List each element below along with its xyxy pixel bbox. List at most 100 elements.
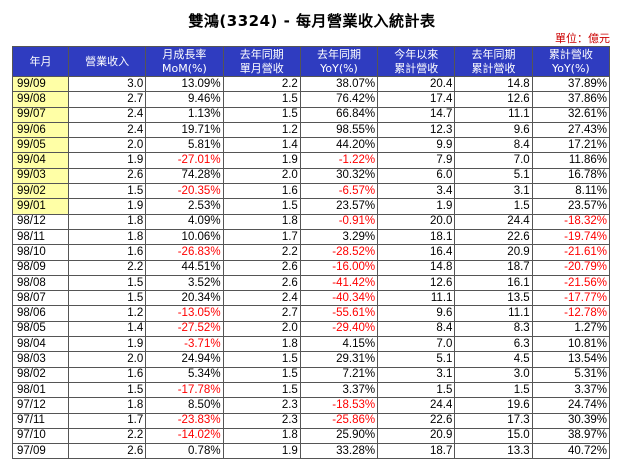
value-cell: 9.9 bbox=[377, 137, 456, 154]
value-cell: 44.51% bbox=[145, 259, 224, 276]
value-cell: -20.35% bbox=[145, 183, 224, 200]
value-cell: 7.9 bbox=[377, 152, 456, 169]
value-cell: 1.2 bbox=[67, 305, 147, 322]
value-cell: 2.4 bbox=[67, 121, 147, 139]
value-cell: 5.81% bbox=[145, 137, 224, 154]
column-header: 今年以來 累計營收 bbox=[377, 46, 456, 77]
value-cell: 1.6 bbox=[67, 366, 147, 383]
month-cell: 99/06 bbox=[12, 121, 69, 139]
value-cell: -55.61% bbox=[299, 305, 379, 322]
value-cell: 2.6 bbox=[67, 167, 147, 185]
value-cell: 37.86% bbox=[531, 91, 611, 108]
value-cell: 3.29% bbox=[299, 228, 379, 246]
value-cell: 1.9 bbox=[67, 336, 147, 353]
value-cell: 1.5 bbox=[67, 183, 147, 200]
column-header: 累計營收 YoY(%) bbox=[531, 46, 611, 77]
value-cell: 1.7 bbox=[222, 228, 301, 246]
value-cell: 8.50% bbox=[145, 397, 224, 414]
value-cell: 1.4 bbox=[222, 137, 301, 154]
column-header: 去年同期 YoY(%) bbox=[299, 46, 379, 77]
value-cell: -18.53% bbox=[299, 397, 379, 414]
value-cell: 19.71% bbox=[145, 121, 224, 139]
table-row: 97/10 2.2 -14.02% 1.8 25.90% 20.9 15.0 38.97% bbox=[12, 427, 611, 445]
value-cell: -23.83% bbox=[145, 412, 224, 429]
value-cell: 0.78% bbox=[145, 443, 224, 460]
column-header: 月成長率 MoM(%) bbox=[145, 46, 224, 77]
value-cell: 3.0 bbox=[454, 366, 533, 383]
month-cell: 99/03 bbox=[12, 167, 69, 185]
value-cell: 22.6 bbox=[454, 228, 533, 246]
value-cell: -1.22% bbox=[299, 152, 379, 169]
value-cell: 1.5 bbox=[222, 381, 301, 399]
value-cell: 1.8 bbox=[67, 397, 147, 414]
month-cell: 98/02 bbox=[12, 366, 69, 383]
value-cell: 10.06% bbox=[145, 228, 224, 246]
value-cell: -3.71% bbox=[145, 336, 224, 353]
value-cell: 38.07% bbox=[299, 75, 379, 93]
value-cell: 1.6 bbox=[222, 183, 301, 200]
value-cell: 16.4 bbox=[377, 244, 456, 261]
table-row: 98/10 1.6 -26.83% 2.2 -28.52% 16.4 20.9 -21.61% bbox=[12, 244, 611, 261]
value-cell: 20.34% bbox=[145, 290, 224, 307]
table-row: 97/09 2.6 0.78% 1.9 33.28% 18.7 13.3 40.72% bbox=[12, 443, 611, 460]
value-cell: 11.1 bbox=[377, 290, 456, 307]
value-cell: 40.72% bbox=[531, 443, 611, 460]
value-cell: 1.4 bbox=[67, 320, 147, 338]
value-cell: 18.7 bbox=[377, 443, 456, 460]
value-cell: 15.0 bbox=[454, 427, 533, 445]
value-cell: -17.77% bbox=[531, 290, 611, 307]
table-row: 99/03 2.6 74.28% 2.0 30.32% 6.0 5.1 16.78% bbox=[12, 167, 611, 185]
value-cell: 1.5 bbox=[222, 198, 301, 215]
table-row: 99/05 2.0 5.81% 1.4 44.20% 9.9 8.4 17.21% bbox=[12, 137, 611, 154]
table-row: 98/05 1.4 -27.52% 2.0 -29.40% 8.4 8.3 1.27% bbox=[12, 320, 611, 338]
value-cell: 1.13% bbox=[145, 106, 224, 123]
value-cell: 2.6 bbox=[222, 274, 301, 292]
value-cell: 5.31% bbox=[531, 366, 611, 383]
month-cell: 99/04 bbox=[12, 152, 69, 169]
value-cell: 24.94% bbox=[145, 351, 224, 368]
value-cell: 10.81% bbox=[531, 336, 611, 353]
value-cell: 5.1 bbox=[454, 167, 533, 185]
value-cell: 1.9 bbox=[67, 198, 147, 215]
value-cell: 2.7 bbox=[222, 305, 301, 322]
month-cell: 99/05 bbox=[12, 137, 69, 154]
value-cell: 2.2 bbox=[222, 75, 301, 93]
table-row: 99/08 2.7 9.46% 1.5 76.42% 17.4 12.6 37.86% bbox=[12, 91, 611, 108]
value-cell: 4.15% bbox=[299, 336, 379, 353]
value-cell: 2.6 bbox=[222, 259, 301, 276]
value-cell: 8.4 bbox=[454, 137, 533, 154]
table-row: 98/03 2.0 24.94% 1.5 29.31% 5.1 4.5 13.54% bbox=[12, 351, 611, 368]
month-cell: 98/04 bbox=[12, 336, 69, 353]
month-cell: 98/06 bbox=[12, 305, 69, 322]
unit-label: 單位：億元 bbox=[555, 32, 610, 45]
value-cell: 17.3 bbox=[454, 412, 533, 429]
value-cell: -14.02% bbox=[145, 427, 224, 445]
value-cell: 8.11% bbox=[531, 183, 611, 200]
value-cell: 38.97% bbox=[531, 427, 611, 445]
value-cell: 2.0 bbox=[67, 137, 147, 154]
value-cell: 1.8 bbox=[222, 427, 301, 445]
table-row: 97/11 1.7 -23.83% 2.3 -25.86% 22.6 17.3 30.39% bbox=[12, 412, 611, 429]
value-cell: 1.8 bbox=[222, 336, 301, 353]
value-cell: 1.5 bbox=[67, 381, 147, 399]
value-cell: -25.86% bbox=[299, 412, 379, 429]
value-cell: 20.4 bbox=[377, 75, 456, 93]
value-cell: 11.1 bbox=[454, 106, 533, 123]
value-cell: 9.6 bbox=[454, 121, 533, 139]
table-row: 99/09 3.0 13.09% 2.2 38.07% 20.4 14.8 37.89% bbox=[12, 75, 611, 93]
value-cell: 1.27% bbox=[531, 320, 611, 338]
value-cell: -0.91% bbox=[299, 213, 379, 230]
value-cell: 3.1 bbox=[454, 183, 533, 200]
value-cell: 1.2 bbox=[222, 121, 301, 139]
value-cell: -27.52% bbox=[145, 320, 224, 338]
value-cell: 2.3 bbox=[222, 397, 301, 414]
value-cell: 1.9 bbox=[377, 198, 456, 215]
revenue-table: 年月 營業收入 月成長率 MoM(%) 去年同期 單月營收 去年同期 YoY(%) 今年以… bbox=[12, 46, 611, 460]
value-cell: 18.7 bbox=[454, 259, 533, 276]
value-cell: 17.21% bbox=[531, 137, 611, 154]
value-cell: 12.6 bbox=[377, 274, 456, 292]
value-cell: -21.61% bbox=[531, 244, 611, 261]
value-cell: -29.40% bbox=[299, 320, 379, 338]
value-cell: 20.9 bbox=[454, 244, 533, 261]
value-cell: -19.74% bbox=[531, 228, 611, 246]
